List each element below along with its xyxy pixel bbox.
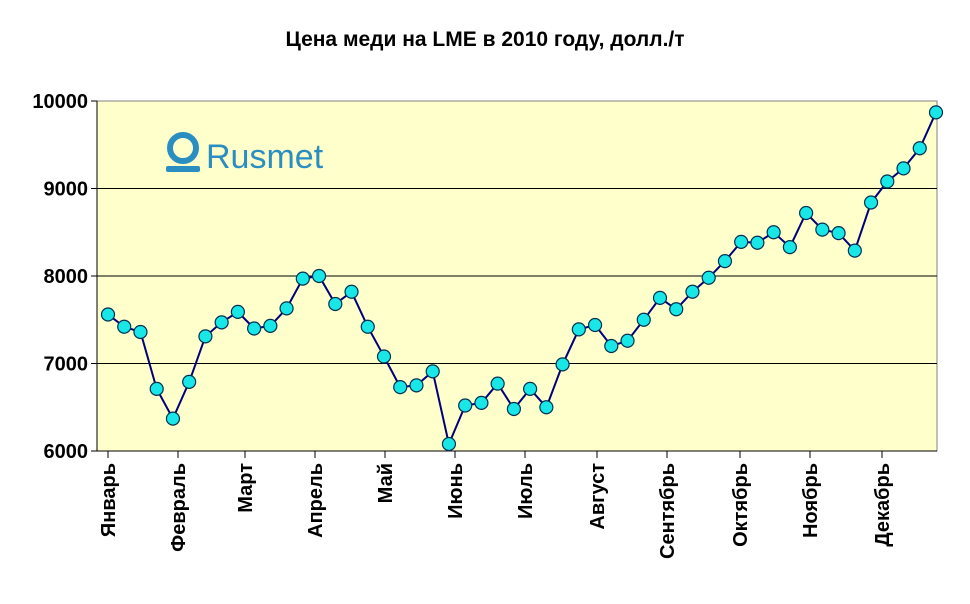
data-point bbox=[766, 225, 781, 240]
data-point bbox=[571, 322, 586, 337]
data-point bbox=[782, 240, 797, 255]
data-point bbox=[165, 411, 181, 426]
data-point bbox=[815, 222, 830, 237]
data-point bbox=[393, 380, 408, 395]
data-point bbox=[896, 161, 911, 176]
data-point bbox=[182, 374, 197, 389]
data-point bbox=[311, 268, 327, 284]
data-point bbox=[490, 376, 505, 391]
data-point bbox=[847, 243, 862, 258]
data-point bbox=[928, 105, 944, 120]
y-tick-label: 7000 bbox=[44, 354, 89, 376]
data-point bbox=[717, 254, 733, 269]
data-point bbox=[441, 436, 457, 452]
data-point bbox=[149, 381, 164, 396]
x-tick-label: Март bbox=[235, 463, 257, 513]
y-axis: 6000 7000 8000 9000 10000 bbox=[32, 91, 98, 463]
logo-text: Rusmet bbox=[206, 138, 324, 176]
data-point bbox=[620, 333, 635, 348]
x-tick-label: Февраль bbox=[168, 463, 190, 552]
data-point bbox=[100, 307, 116, 322]
grid-lines bbox=[97, 188, 937, 364]
data-point bbox=[669, 302, 684, 317]
y-tick-label: 9000 bbox=[44, 179, 89, 201]
data-point bbox=[344, 284, 359, 299]
rusmet-logo: Rusmet bbox=[166, 132, 324, 176]
data-point bbox=[279, 301, 294, 316]
data-point bbox=[458, 398, 473, 413]
data-point bbox=[880, 174, 895, 189]
data-point bbox=[555, 357, 570, 372]
x-tick-label: Май bbox=[375, 463, 397, 503]
y-tick-label: 6000 bbox=[44, 441, 89, 463]
data-point bbox=[328, 296, 343, 312]
price-series bbox=[100, 105, 944, 452]
data-point bbox=[506, 401, 521, 417]
data-point bbox=[863, 195, 879, 210]
data-point bbox=[133, 324, 148, 340]
data-point bbox=[734, 234, 749, 249]
data-point bbox=[263, 318, 278, 333]
y-tick-label: 10000 bbox=[32, 91, 88, 113]
data-point bbox=[831, 226, 846, 241]
x-tick-label: Август bbox=[587, 463, 609, 530]
chart-title: Цена меди на LME в 2010 году, долл./т bbox=[285, 28, 685, 51]
data-point bbox=[425, 364, 440, 379]
x-tick-label: Сентябрь bbox=[657, 463, 679, 559]
data-point bbox=[409, 378, 424, 393]
data-point bbox=[230, 304, 245, 319]
x-tick-label: Июль bbox=[515, 463, 537, 519]
data-point bbox=[247, 321, 262, 336]
data-point bbox=[198, 329, 213, 344]
data-point bbox=[750, 235, 765, 250]
rusmet-logo-icon bbox=[166, 132, 200, 172]
x-tick-label: Ноябрь bbox=[800, 463, 822, 538]
data-point bbox=[523, 381, 538, 396]
data-point bbox=[295, 271, 310, 286]
data-point bbox=[376, 349, 392, 364]
data-point bbox=[214, 315, 229, 330]
x-tick-label: Январь bbox=[98, 463, 120, 537]
data-point bbox=[117, 319, 132, 334]
data-point bbox=[799, 205, 814, 221]
data-point bbox=[701, 270, 716, 285]
x-axis: Январь Февраль Март Апрель Май Июнь Июль Август… bbox=[97, 450, 937, 559]
data-point bbox=[685, 284, 700, 299]
x-tick-label: Апрель bbox=[305, 463, 327, 538]
data-point bbox=[587, 317, 603, 333]
data-point bbox=[636, 312, 651, 327]
x-tick-label: Июнь bbox=[445, 463, 467, 519]
series-line bbox=[107, 111, 937, 448]
data-point bbox=[652, 290, 668, 305]
x-tick-label: Декабрь bbox=[872, 463, 894, 547]
data-point bbox=[604, 338, 619, 354]
data-point bbox=[912, 141, 927, 156]
y-tick-label: 8000 bbox=[44, 266, 89, 288]
x-tick-label: Октябрь bbox=[730, 463, 752, 547]
data-point bbox=[360, 319, 375, 334]
data-point bbox=[474, 395, 489, 410]
data-point bbox=[539, 400, 554, 415]
